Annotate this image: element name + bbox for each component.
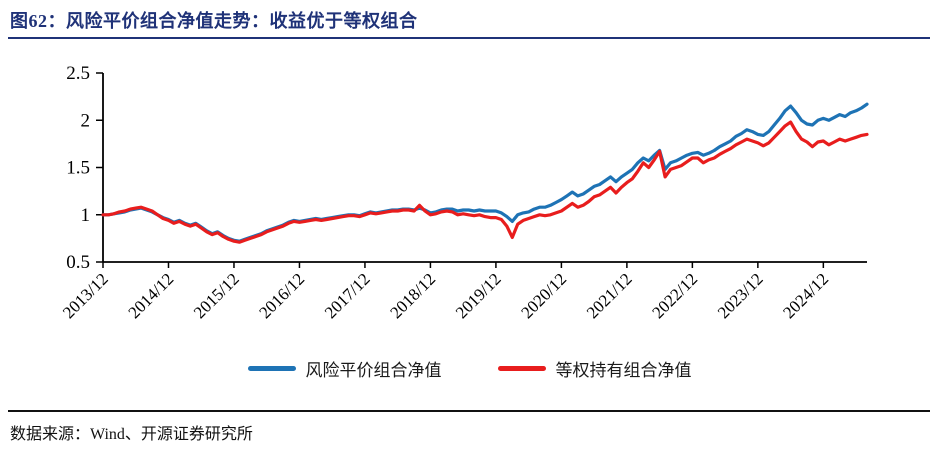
chart-legend: 风险平价组合净值 等权持有组合净值 <box>0 356 939 381</box>
x-tick-label: 2022/12 <box>648 269 701 322</box>
blue-line-swatch-icon <box>247 366 296 371</box>
figure-title: 图62：风险平价组合净值走势：收益优于等权组合 <box>10 11 418 31</box>
y-tick-label: 2.5 <box>66 63 90 84</box>
series-line-0 <box>101 102 869 243</box>
title-divider <box>8 37 930 39</box>
x-tick-label: 2024/12 <box>779 269 832 322</box>
y-tick-label: 2 <box>81 110 91 131</box>
red-line-swatch-icon <box>497 366 546 371</box>
x-tick-label: 2020/12 <box>517 269 570 322</box>
y-tick-label: 1 <box>81 205 91 226</box>
y-tick-label: 0.5 <box>66 252 90 273</box>
legend-label: 等权持有组合净值 <box>555 361 692 380</box>
x-tick-label: 2023/12 <box>714 269 767 322</box>
x-tick-label: 2015/12 <box>190 269 243 322</box>
data-source-note: 数据来源：Wind、开源证券研究所 <box>10 426 253 443</box>
legend-item-equal-weight: 等权持有组合净值 <box>497 356 692 381</box>
x-tick-label: 2017/12 <box>321 269 374 322</box>
series-line-1 <box>101 120 869 244</box>
legend-item-risk-parity: 风险平价组合净值 <box>247 356 442 381</box>
x-tick-label: 2018/12 <box>386 269 439 322</box>
x-tick-label: 2016/12 <box>255 269 308 322</box>
footer-divider <box>8 410 930 412</box>
x-tick-label: 2021/12 <box>583 269 636 322</box>
x-tick-label: 2014/12 <box>124 269 177 322</box>
legend-label: 风险平价组合净值 <box>305 361 442 380</box>
y-tick-label: 1.5 <box>66 158 90 179</box>
x-tick-label: 2013/12 <box>59 269 112 322</box>
x-tick-label: 2019/12 <box>452 269 505 322</box>
